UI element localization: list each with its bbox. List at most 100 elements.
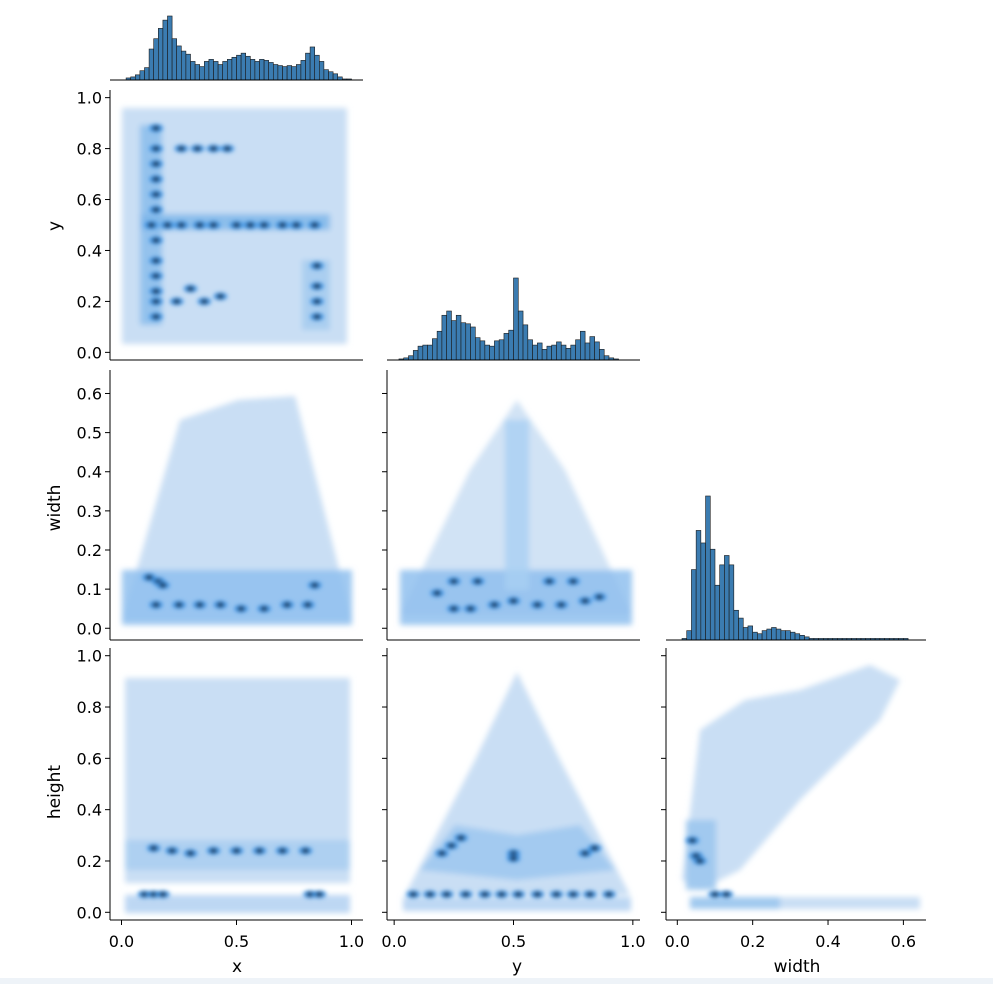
hotspots-y-width <box>430 577 607 613</box>
hist-x-bar <box>309 46 316 81</box>
hist-y-bar <box>422 344 428 361</box>
joint-x-height-hotspot <box>209 848 218 854</box>
joint-x-height-hotspot <box>255 848 264 854</box>
joint-x-y-hotspot <box>209 222 218 228</box>
hist-width-bar <box>747 625 753 641</box>
joint-x-width-hotspot <box>260 606 269 612</box>
hist-x-bar <box>176 45 182 81</box>
joint-y-width-hotspot <box>449 606 458 612</box>
hist-x-bar <box>295 64 302 81</box>
hist-y-bar <box>446 310 452 361</box>
joint-x-y-hotspot <box>292 222 301 228</box>
joint-y-height-hotspot <box>497 891 506 897</box>
joint-y-height-hotspot <box>581 850 590 856</box>
hist-y-bar <box>513 277 519 361</box>
joint-y-height-hotspot <box>447 842 456 849</box>
joint-x-width-hotspot <box>175 602 183 608</box>
hist-x-bars <box>125 15 352 81</box>
height-tick-label: 1.0 <box>77 647 102 666</box>
joint-y-height-hotspot <box>425 891 434 897</box>
joint-x-height-hotspot <box>168 848 177 854</box>
hist-width-bar <box>738 617 744 641</box>
hist-width-bar <box>709 548 716 641</box>
hist-x-bar <box>217 64 224 81</box>
panel-x-vs-width: 0.0 0.1 0.2 0.3 0.4 0.5 0.6 width <box>45 370 363 641</box>
joint-y-height-hotspot <box>590 845 599 851</box>
hist-width-bar <box>799 635 805 641</box>
joint-x-y-hotspot <box>246 222 255 228</box>
joint-x-y-hotspot <box>152 288 160 294</box>
joint-y-width-hotspot <box>581 598 590 604</box>
hist-y-bar <box>594 341 600 361</box>
width-axis-ticks-mid <box>382 392 387 629</box>
panel-width-vs-height: 0.0 0.2 0.4 0.6 width <box>661 648 926 977</box>
height-tick-label: 0.8 <box>77 698 102 717</box>
density-x-height <box>125 678 350 913</box>
width-tick-label: 0.3 <box>77 502 102 521</box>
joint-x-y-hotspot <box>223 145 232 152</box>
hist-width-bar <box>705 495 711 641</box>
y-tick-label: 0.4 <box>77 241 102 260</box>
joint-x-height-hotspot <box>306 891 315 897</box>
hist-x-bar <box>318 61 325 81</box>
y-col-tick-label: 1.0 <box>620 932 645 951</box>
joint-x-y-hotspot <box>163 222 172 228</box>
joint-x-height-hotspot <box>186 850 195 856</box>
joint-x-y-hotspot <box>152 191 160 198</box>
joint-x-height-hotspot <box>232 848 241 854</box>
width-col-tick-label: 0.2 <box>740 932 765 951</box>
hist-width-bar <box>761 630 768 641</box>
hotspots-x-width <box>142 573 322 613</box>
hist-x-bar <box>148 48 155 81</box>
hist-x-bar <box>250 59 256 81</box>
joint-x-y-hotspot <box>177 145 186 152</box>
hist-width-bar <box>714 584 720 641</box>
joint-x-y-hotspot <box>152 161 160 167</box>
hotspots-x-y <box>144 124 324 321</box>
joint-x-y-hotspot <box>209 145 218 152</box>
joint-x-width-hotspot <box>145 574 154 580</box>
hist-y-bar <box>546 345 552 361</box>
joint-x-y-hotspot <box>152 298 160 305</box>
panel-y-vs-width <box>382 370 640 641</box>
hist-width-bar <box>724 555 730 641</box>
hist-x-bar <box>323 69 329 81</box>
x-axis-label: x <box>232 957 242 977</box>
joint-y-height-hotspot <box>442 891 451 897</box>
height-axis-ticks-right <box>661 655 666 913</box>
hist-x-bar <box>314 54 320 81</box>
hist-x-bar <box>300 60 306 81</box>
hist-x-bar <box>240 52 247 81</box>
joint-x-width-hotspot <box>195 602 204 608</box>
width-col-axis-ticks: 0.0 0.2 0.4 0.6 <box>665 920 916 951</box>
x-axis-ticks: 0.0 0.5 1.0 <box>109 920 364 951</box>
hist-y-bar <box>551 344 557 361</box>
joint-x-y-hotspot <box>216 293 225 299</box>
hist-x-bar <box>282 66 288 81</box>
joint-x-y-hotspot <box>152 273 160 279</box>
joint-y-height-hotspot <box>552 891 561 897</box>
joint-x-y-hotspot <box>177 222 186 228</box>
hist-y-bar <box>537 342 543 361</box>
hist-y-bar <box>570 344 576 361</box>
joint-y-height-hotspot <box>509 855 518 862</box>
hist-x-bar <box>185 53 191 81</box>
width-tick-label: 0.1 <box>77 580 102 599</box>
hist-x-bar <box>236 54 242 81</box>
hist-y-bar <box>417 345 424 361</box>
hist-x-bar <box>171 38 178 81</box>
hist-y-bar <box>508 329 514 361</box>
hist-x-bar <box>199 66 205 81</box>
hotspots-y-height <box>406 833 616 899</box>
joint-y-width-hotspot <box>473 578 482 584</box>
hist-width-bar <box>794 633 801 641</box>
width-col-tick-label: 0.0 <box>665 932 690 951</box>
density-x-width <box>122 396 352 625</box>
joint-y-width-hotspot <box>557 602 566 608</box>
hist-x-bar <box>268 62 274 81</box>
y-tick-label: 0.2 <box>77 292 102 311</box>
hist-x-bar <box>231 56 237 81</box>
joint-x-width-hotspot <box>152 602 160 608</box>
joint-x-y-hotspot <box>313 263 321 269</box>
